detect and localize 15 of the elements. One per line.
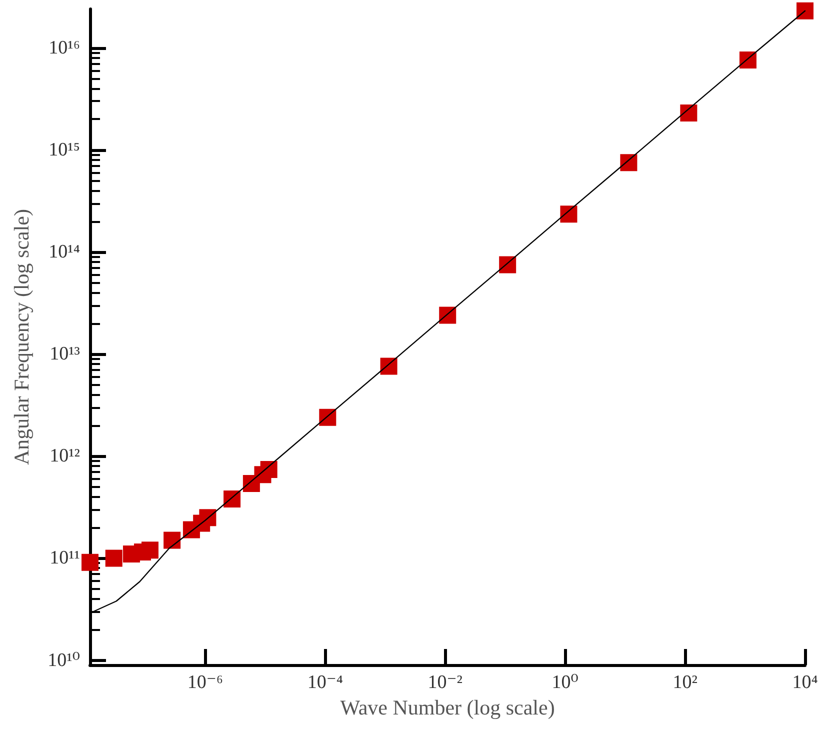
x-tick-label: 10⁻² (428, 672, 463, 693)
x-tick-label: 10⁻⁴ (307, 672, 344, 693)
y-tick-label: 10¹⁰ (48, 650, 80, 671)
y-tick-label: 10¹⁵ (48, 139, 80, 160)
y-tick-label: 10¹⁴ (48, 241, 80, 262)
x-tick-label: 10² (672, 672, 698, 693)
x-tick-label: 10⁴ (792, 672, 818, 693)
y-tick-label: 10¹² (50, 446, 80, 467)
y-axis-title: Angular Frequency (log scale) (10, 209, 34, 465)
x-tick-label: 10⁻⁶ (187, 672, 224, 693)
y-tick-label: 10¹⁶ (48, 37, 80, 58)
y-tick-label: 10¹³ (50, 344, 80, 365)
y-tick-label: 10¹¹ (50, 548, 80, 569)
x-axis-title: Wave Number (log scale) (340, 695, 555, 720)
x-tick-label: 10⁰ (552, 672, 579, 693)
